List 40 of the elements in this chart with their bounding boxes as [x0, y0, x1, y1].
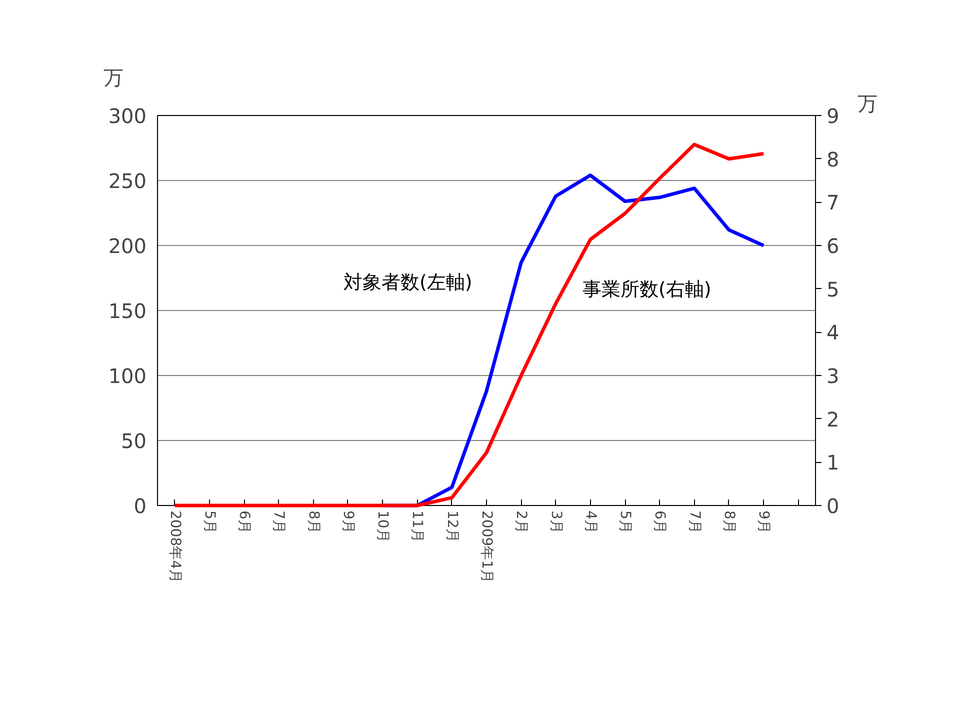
- x-tick-label: 5月: [201, 510, 218, 534]
- y-tick-label: 300: [108, 104, 147, 128]
- y2-tick-label: 0: [826, 494, 840, 518]
- y2-tick-label: 2: [826, 407, 840, 432]
- y-tick-label: 250: [108, 169, 147, 193]
- line-series: [173, 142, 766, 508]
- x-tick-label: 9月: [756, 510, 772, 534]
- x-tick-label: 6月: [652, 510, 668, 534]
- y2-tick-label: 7: [826, 190, 840, 215]
- x-tick-label: 7月: [270, 510, 287, 534]
- x-tick-label: 9月: [340, 510, 356, 534]
- y2-tick-label: 8: [826, 147, 840, 172]
- x-tick-label: 3月: [548, 510, 564, 534]
- x-tick-label: 6月: [236, 510, 252, 534]
- series-label: 事業所数(右軸): [582, 278, 712, 300]
- y2-tick-label: 6: [826, 234, 840, 258]
- y-tick-label: 150: [108, 299, 147, 323]
- x-tick-label: 12月: [444, 510, 460, 542]
- y-tick-label: 0: [134, 494, 147, 518]
- y2-axis-title: 万: [858, 92, 878, 116]
- y-tick-label: 100: [108, 364, 147, 388]
- x-tick-label: 5月: [617, 510, 634, 534]
- y-tick-label: 50: [121, 429, 147, 453]
- x-tick-label: 4月: [582, 510, 598, 534]
- y2-tick-label: 4: [826, 320, 840, 345]
- x-tick-label: 2009年1月: [478, 510, 494, 584]
- x-tick-label: 7月: [686, 510, 702, 534]
- x-tick-label: 11月: [409, 510, 426, 542]
- x-tick-label: 2008年4月: [166, 510, 183, 584]
- x-tick-label: 2月: [513, 510, 530, 534]
- x-tick-label: 8月: [720, 510, 737, 534]
- y2-tick-label: 3: [826, 364, 840, 388]
- x-tick-label: 8月: [305, 510, 322, 534]
- y2-tick-label: 1: [826, 450, 840, 475]
- y-axis-title: 万: [104, 66, 124, 90]
- x-tick-label: 10月: [374, 510, 391, 542]
- y2-tick-label: 9: [826, 104, 840, 128]
- y2-tick-label: 5: [826, 277, 840, 302]
- text: 対象者数(左軸): [344, 272, 472, 294]
- y-tick-label: 200: [108, 234, 147, 258]
